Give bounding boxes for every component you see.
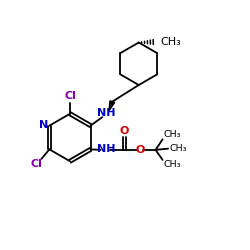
Text: Cl: Cl (31, 160, 43, 170)
Text: NH: NH (97, 144, 115, 154)
Text: CH₃: CH₃ (164, 130, 181, 139)
Text: CH₃: CH₃ (160, 37, 181, 47)
Text: N: N (39, 120, 48, 130)
Text: CH₃: CH₃ (170, 144, 187, 153)
Text: Cl: Cl (64, 91, 76, 101)
Polygon shape (109, 101, 115, 111)
Text: O: O (120, 126, 129, 136)
Text: NH: NH (97, 108, 115, 118)
Text: O: O (136, 145, 145, 155)
Text: CH₃: CH₃ (164, 160, 181, 169)
